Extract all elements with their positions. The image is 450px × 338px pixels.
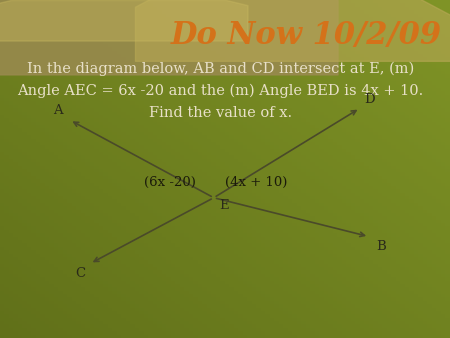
- Text: E: E: [219, 199, 229, 212]
- Text: (4x + 10): (4x + 10): [225, 176, 288, 189]
- Text: Find the value of x.: Find the value of x.: [149, 106, 292, 120]
- Text: In the diagram below, AB and CD intersect at E, (m): In the diagram below, AB and CD intersec…: [27, 62, 414, 76]
- Text: D: D: [364, 94, 375, 106]
- Text: C: C: [76, 267, 86, 280]
- Text: B: B: [376, 240, 386, 253]
- Text: Do Now 10/2/09: Do Now 10/2/09: [171, 20, 441, 51]
- Text: (6x -20): (6x -20): [144, 176, 196, 189]
- Text: A: A: [54, 104, 63, 117]
- Text: Angle AEC = 6x -20 and the (m) Angle BED is 4x + 10.: Angle AEC = 6x -20 and the (m) Angle BED…: [18, 84, 423, 98]
